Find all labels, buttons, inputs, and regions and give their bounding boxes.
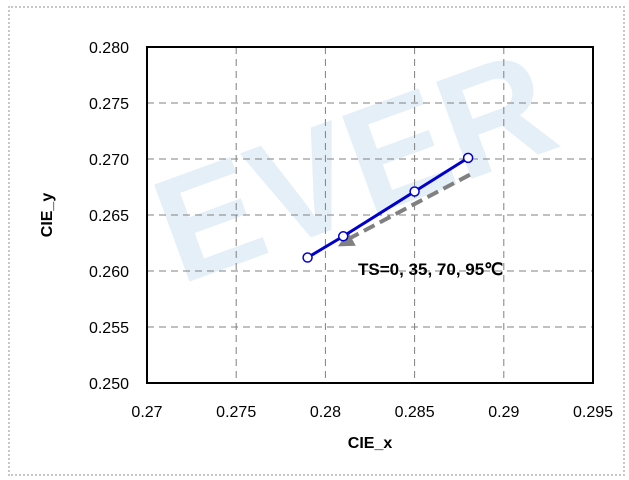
- x-tick-label: 0.29: [488, 404, 519, 421]
- data-point: [409, 186, 420, 197]
- x-axis-label: CIE_x: [348, 435, 393, 452]
- series-line: [306, 156, 469, 259]
- x-tick-label: 0.275: [216, 404, 256, 421]
- y-tick-label: 0.260: [89, 264, 129, 281]
- y-tick-label: 0.265: [89, 208, 129, 225]
- y-tick-label: 0.250: [89, 376, 129, 393]
- data-point: [302, 252, 313, 263]
- y-tick-labels: 0.280 0.275 0.270 0.265 0.260 0.255 0.250: [89, 40, 129, 393]
- arrow-shaft: [344, 172, 471, 243]
- data-point: [337, 231, 349, 242]
- annotation-label: TS=0, 35, 70, 95℃: [358, 260, 503, 279]
- x-tick-label: 0.285: [395, 404, 435, 421]
- x-tick-label: 0.28: [310, 404, 341, 421]
- x-tick-label: 0.295: [573, 404, 613, 421]
- y-axis-label: CIE_y: [39, 193, 56, 238]
- watermark-text: EVER: [133, 17, 574, 315]
- series-group: [302, 152, 474, 263]
- x-tick-label: 0.27: [131, 404, 162, 421]
- data-point: [462, 152, 474, 164]
- plot-area: [146, 46, 594, 384]
- y-tick-label: 0.255: [89, 320, 129, 337]
- x-tick-labels: 0.27 0.275 0.28 0.285 0.29 0.295: [131, 404, 613, 421]
- y-tick-label: 0.275: [89, 96, 129, 113]
- y-tick-label: 0.270: [89, 152, 129, 169]
- watermark: EVER: [133, 17, 574, 315]
- y-tick-label: 0.280: [89, 40, 129, 57]
- grid: [147, 47, 593, 383]
- figure-frame: [8, 6, 625, 476]
